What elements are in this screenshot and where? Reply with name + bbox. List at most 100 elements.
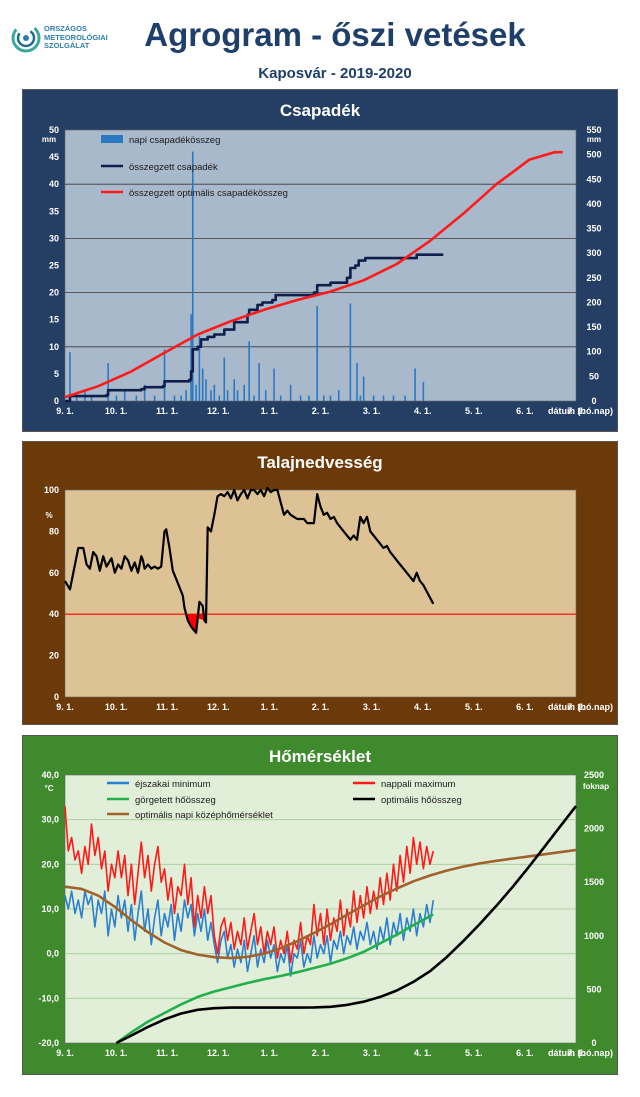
temperature-chart: Hőmérséklet 9. 1. 10. 1. 11. 1. 12. 1. 1. 1. 2… (38, 747, 613, 1058)
precip-bar (213, 384, 216, 401)
x-tick-label: 5. 1. (465, 702, 483, 712)
y-tick-label: 40 (49, 609, 59, 619)
x-tick-label: 6. 1. (516, 406, 534, 416)
y-tick-label: 30,0 (41, 815, 59, 825)
plot-area (64, 129, 577, 402)
optimal-mean-temp-line (64, 848, 577, 960)
precip-bar (316, 306, 318, 401)
x-tick-label: 11. 1. (156, 406, 178, 416)
y2-axis-unit: foknap (583, 782, 609, 791)
legend-optimal-precip: összegzett optimális csapadékösszeg (129, 188, 288, 199)
header: ORSZÁGOS METEOROLÓGIAI SZOLGÁLAT Agrogra… (0, 0, 640, 88)
y-axis-unit: °C (45, 784, 54, 793)
x-tick-label: 1. 1. (261, 406, 279, 416)
x-axis-label: dátum (hó.nap) (548, 1048, 613, 1058)
x-tick-label: 4. 1. (414, 702, 432, 712)
y-tick-label: -10,0 (38, 993, 59, 1003)
precip-bar (135, 395, 138, 401)
precip-bar (190, 314, 192, 401)
x-tick-label: 3. 1. (363, 406, 381, 416)
x-tick-label: 5. 1. (465, 1048, 483, 1058)
y2-tick-label: 350 (586, 224, 601, 234)
precip-bar (279, 395, 282, 401)
x-tick-label: 11. 1. (156, 702, 178, 712)
logo-line-2: METEOROLÓGIAI (44, 32, 108, 42)
precip-bar (349, 303, 352, 401)
x-tick-label: 4. 1. (414, 1048, 432, 1058)
chart-title: Talajnedvesség (257, 453, 382, 472)
legend-rolling-sum: görgetett hőösszeg (135, 795, 216, 806)
legend-tmax: nappali maximum (381, 779, 456, 790)
precip-bar (248, 341, 250, 401)
moisture-deficit-area (184, 614, 206, 633)
precip-bar (253, 395, 255, 401)
x-tick-label: 7. 1. (567, 1048, 585, 1058)
y2-tick-label: 2500 (584, 770, 604, 780)
x-tick-label: 10. 1. (105, 702, 128, 712)
x-axis-label: dátum (hó.nap) (548, 406, 613, 416)
precip-bar (359, 395, 362, 401)
logo-line-1: ORSZÁGOS (44, 24, 87, 33)
precip-bar (226, 390, 229, 401)
precip-bar (123, 390, 126, 401)
precip-bar (289, 384, 292, 401)
y-tick-label: 60 (49, 568, 59, 578)
y2-tick-label: 200 (586, 297, 601, 307)
x-tick-label: 12. 1. (207, 702, 230, 712)
logo-line-3: SZOLGÁLAT (44, 41, 90, 50)
precip-bar (218, 395, 221, 401)
legend-swatch-daily (101, 135, 123, 143)
y-tick-label: 45 (49, 152, 59, 162)
temperature-panel: Hőmérséklet 9. 1. 10. 1. 11. 1. 12. 1. 1. 1. 2… (22, 735, 618, 1075)
x-tick-label: 3. 1. (363, 702, 381, 712)
precip-bar (382, 395, 385, 401)
x-tick-label: 7. 1. (567, 406, 585, 416)
precip-bar (404, 395, 406, 401)
y2-tick-label: 550 (586, 125, 601, 135)
y-tick-label: 0 (54, 396, 59, 406)
precip-bar (205, 379, 207, 401)
precip-bar (356, 363, 358, 401)
x-tick-label: 12. 1. (207, 406, 230, 416)
y-tick-label: 30 (49, 233, 59, 243)
x-tick-label: 3. 1. (363, 1048, 381, 1058)
y2-tick-label: 100 (586, 347, 601, 357)
cumulative-precip-line (65, 253, 444, 403)
met-service-logo: ORSZÁGOS METEOROLÓGIAI SZOLGÁLAT (10, 22, 120, 62)
precip-bar (198, 335, 201, 401)
x-tick-label: 7. 1. (567, 702, 585, 712)
precip-bar (323, 395, 325, 401)
y-tick-label: 0 (54, 692, 59, 702)
chart-title: Hőmérséklet (269, 747, 371, 766)
x-tick-label: 2. 1. (312, 702, 330, 712)
y-tick-label: 40,0 (41, 770, 59, 780)
x-tick-label: 6. 1. (516, 1048, 534, 1058)
y2-tick-label: 250 (586, 273, 601, 283)
page-subtitle: Kaposvár - 2019-2020 (258, 65, 412, 82)
precip-bar (153, 395, 156, 401)
precip-bar (173, 395, 176, 401)
x-axis-label: dátum (hó.nap) (548, 702, 613, 712)
precip-bar (372, 395, 375, 401)
precip-bar (180, 395, 182, 401)
precip-bar (243, 384, 245, 401)
precip-bar (210, 390, 212, 401)
precip-bar (75, 395, 78, 401)
legend-daily-precip: napi csapadékösszeg (129, 135, 220, 146)
precip-bar (299, 395, 302, 401)
precip-bar (392, 395, 395, 401)
y2-tick-label: 300 (586, 248, 601, 258)
y-tick-label: -20,0 (38, 1038, 59, 1048)
y-axis-unit: % (45, 511, 52, 520)
chart-title: Csapadék (280, 101, 361, 120)
x-tick-label: 2. 1. (312, 1048, 330, 1058)
precip-bar (163, 349, 166, 401)
precip-bar (191, 151, 194, 401)
x-tick-label: 9. 1. (56, 1048, 74, 1058)
y-tick-label: 20 (49, 651, 59, 661)
precip-bar (233, 379, 236, 401)
y2-tick-label: 450 (586, 174, 601, 184)
x-tick-label: 5. 1. (465, 406, 483, 416)
precip-bar (337, 390, 340, 401)
precip-bar (264, 390, 267, 401)
